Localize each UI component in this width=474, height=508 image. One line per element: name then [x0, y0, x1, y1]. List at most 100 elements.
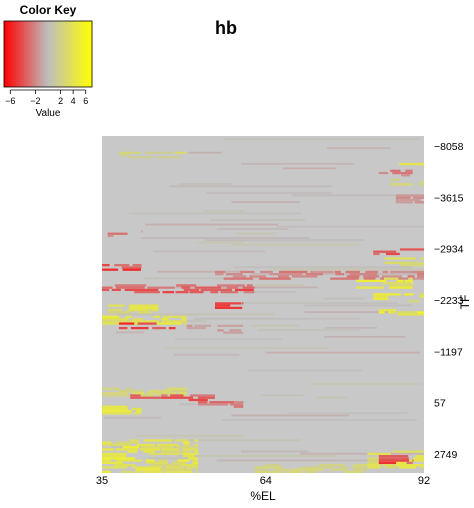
heatmap-cell [215, 302, 242, 305]
color-key-swatch [30, 21, 33, 87]
heatmap-cell [420, 257, 424, 260]
heatmap-cell [415, 455, 424, 458]
heatmap-cell [181, 452, 197, 456]
color-key-swatch [14, 21, 17, 87]
heatmap-cell [188, 151, 222, 154]
heatmap-cell [251, 273, 418, 275]
heatmap-cell [136, 468, 160, 471]
color-key-gradient [4, 21, 93, 87]
heatmap-cell [353, 468, 368, 471]
color-key-swatch [52, 21, 55, 87]
color-key-swatch [38, 21, 41, 87]
heatmap-cell [411, 261, 424, 265]
heatmap-cell [329, 468, 349, 471]
heatmap-cell [406, 461, 413, 465]
heatmap-cell [384, 261, 411, 265]
heatmap-cell [178, 392, 187, 395]
color-key-tick-label: 4 [71, 96, 76, 106]
heatmap-cell [102, 317, 129, 321]
heatmap-cell [170, 394, 184, 397]
heatmap-cell [400, 248, 424, 251]
heatmap-cell [390, 169, 401, 172]
heatmap-cell [216, 459, 412, 462]
heatmap-cell [411, 270, 424, 274]
heatmap-cell [102, 459, 111, 462]
heatmap-cell [180, 317, 187, 321]
heatmap-cell [177, 459, 190, 462]
heatmap-cell [231, 201, 300, 203]
heatmap-cell [160, 468, 192, 471]
color-key-swatch [22, 21, 25, 87]
heatmap-cell [390, 183, 413, 186]
color-key-swatch [68, 21, 71, 87]
color-key-swatch [36, 21, 39, 87]
heatmap-cell [305, 273, 323, 276]
heatmap-cell [367, 461, 386, 465]
heatmap-cell [373, 250, 397, 253]
heatmap-cell [171, 461, 187, 465]
heatmap-cell [102, 455, 127, 458]
heatmap-cell [184, 322, 187, 325]
color-key-swatch [44, 21, 47, 87]
color-key-axis: −6 −2 2 4 6 [5, 89, 88, 106]
heatmap-cell [196, 241, 244, 244]
heatmap-cell [373, 293, 401, 296]
heatmap-cell [345, 270, 360, 274]
heatmap-cell [308, 383, 422, 385]
heatmap-cell [102, 448, 114, 451]
heatmap-cell [188, 398, 208, 402]
heatmap-cell [395, 196, 411, 199]
heatmap-cell [326, 147, 391, 150]
heatmap-cell [161, 396, 194, 399]
heatmap-cell [260, 394, 304, 397]
heatmap-cell [174, 439, 189, 442]
color-key-swatch [12, 21, 15, 87]
heatmap-cell [107, 234, 114, 238]
heatmap-cell [291, 194, 422, 197]
heatmap-cell [234, 288, 254, 292]
heatmap-cell [102, 387, 120, 390]
heatmap-cell [102, 268, 119, 271]
heatmap-cell [115, 286, 145, 289]
heatmap-cell [367, 459, 386, 462]
heatmap-cell [107, 304, 125, 307]
heatmap-cell [148, 452, 181, 456]
heatmap-cell [102, 457, 135, 460]
heatmap-cell [194, 443, 198, 447]
heatmap-cell [215, 304, 231, 307]
heatmap-cell [250, 324, 300, 327]
heatmap-cell [384, 257, 416, 260]
heatmap-cell [240, 270, 255, 274]
heatmap-cell [324, 335, 406, 338]
heatmap-cell [232, 275, 247, 278]
heatmap-cell [129, 212, 302, 215]
heatmap-cell [194, 439, 199, 442]
heatmap-cell [413, 457, 424, 460]
heatmap-cell [132, 264, 142, 267]
heatmap-cell [221, 419, 417, 421]
heatmap-cell [389, 284, 413, 287]
heatmap-cell [382, 270, 389, 274]
heatmap-cell [411, 282, 413, 285]
heatmap-cell [182, 441, 190, 444]
heatmap-cell [134, 291, 160, 294]
heatmap-cell [390, 270, 412, 274]
heatmap-cell [102, 412, 132, 415]
heatmap-cell [255, 284, 304, 287]
heatmap-cell [419, 295, 424, 298]
heatmap-cell [102, 441, 112, 444]
heatmap-cell [136, 443, 155, 447]
heatmap-cell [249, 275, 266, 278]
color-key-tick-label: 6 [83, 96, 88, 106]
heatmap-cell [405, 169, 413, 172]
heatmap-cell [285, 470, 302, 473]
heatmap-cell [419, 293, 424, 296]
heatmap-cell [196, 468, 198, 471]
heatmap-cell [102, 452, 127, 456]
heatmap-cell [264, 464, 281, 467]
heatmap-cell [397, 313, 424, 316]
heatmap-cell [194, 324, 211, 327]
heatmap-cell [186, 326, 206, 330]
color-key-swatch [18, 21, 21, 87]
heatmap-cell [152, 326, 166, 330]
